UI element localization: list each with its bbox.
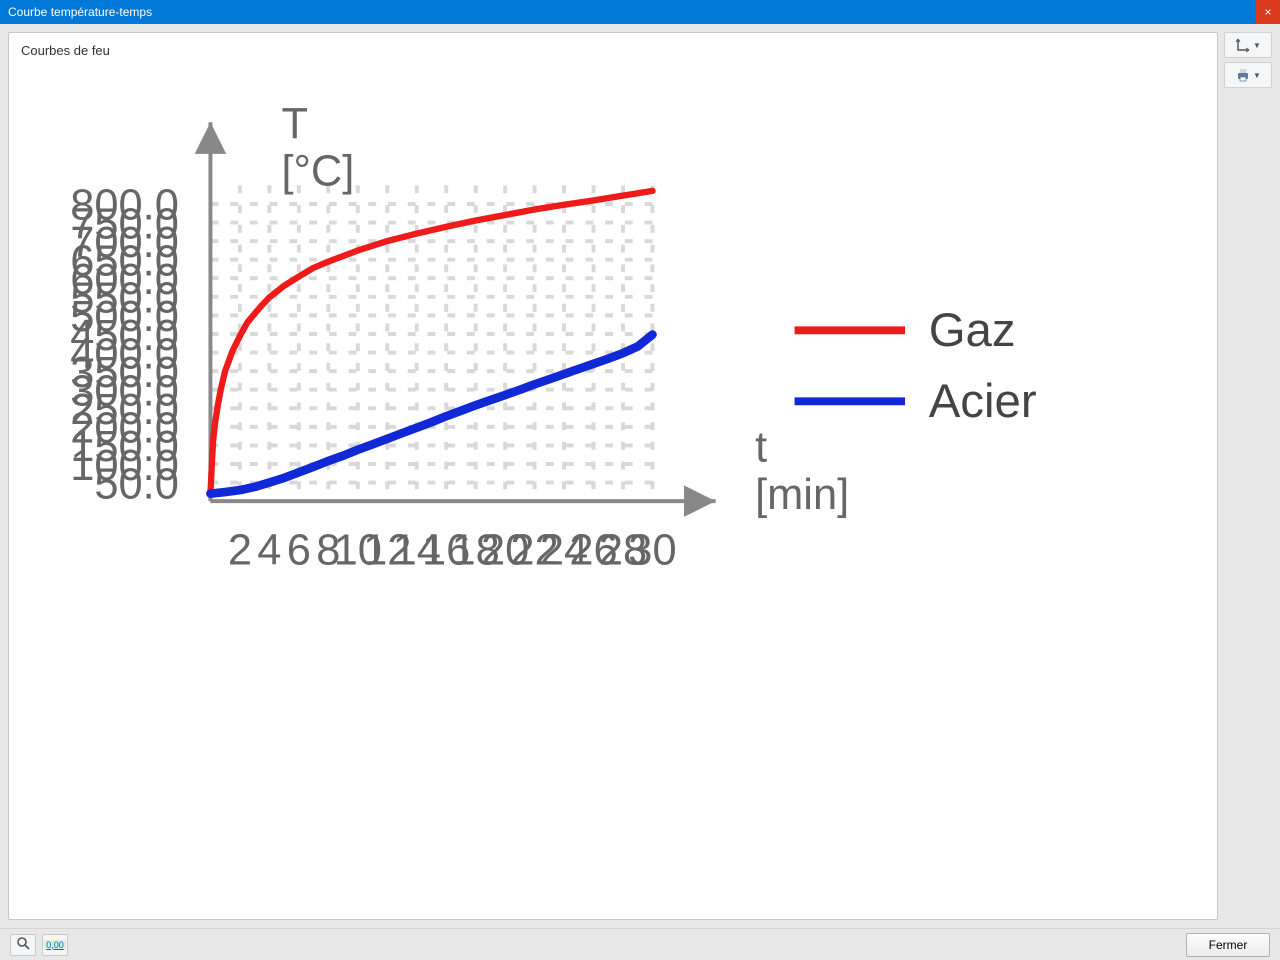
- svg-text:Gaz: Gaz: [929, 304, 1016, 357]
- content-area: Courbes de feu 2468101214161820222426283…: [0, 24, 1280, 928]
- svg-text:2: 2: [228, 526, 252, 574]
- fire-curves-chart: 2468101214161820222426283050.0100.0150.0…: [21, 67, 1205, 659]
- titlebar: Courbe température-temps ×: [0, 0, 1280, 24]
- search-icon: [16, 936, 30, 953]
- close-button[interactable]: Fermer: [1186, 933, 1270, 957]
- window-close-button[interactable]: ×: [1256, 0, 1280, 24]
- side-toolbar: ▼ ▼: [1224, 32, 1272, 920]
- decimals-button[interactable]: 0,00: [42, 934, 68, 956]
- svg-text:[°C]: [°C]: [281, 147, 354, 195]
- panel-title: Courbes de feu: [21, 43, 1205, 58]
- printer-icon: [1235, 67, 1251, 83]
- footer-bar: 0,00 Fermer: [0, 928, 1280, 960]
- close-icon: ×: [1264, 5, 1271, 19]
- svg-text:Acier: Acier: [929, 375, 1037, 428]
- print-button[interactable]: ▼: [1224, 62, 1272, 88]
- svg-text:[min]: [min]: [755, 471, 849, 519]
- svg-text:30: 30: [628, 526, 676, 574]
- search-button[interactable]: [10, 934, 36, 956]
- svg-text:6: 6: [287, 526, 311, 574]
- axes-icon: [1235, 37, 1251, 53]
- svg-text:T: T: [281, 100, 308, 148]
- axes-settings-button[interactable]: ▼: [1224, 32, 1272, 58]
- decimals-icon: 0,00: [44, 940, 66, 950]
- svg-text:t: t: [755, 424, 767, 472]
- window-title: Courbe température-temps: [8, 5, 152, 19]
- chart-panel: Courbes de feu 2468101214161820222426283…: [8, 32, 1218, 920]
- chevron-down-icon: ▼: [1253, 41, 1261, 50]
- chevron-down-icon: ▼: [1253, 71, 1261, 80]
- svg-text:4: 4: [257, 526, 281, 574]
- svg-text:800.0: 800.0: [70, 182, 179, 230]
